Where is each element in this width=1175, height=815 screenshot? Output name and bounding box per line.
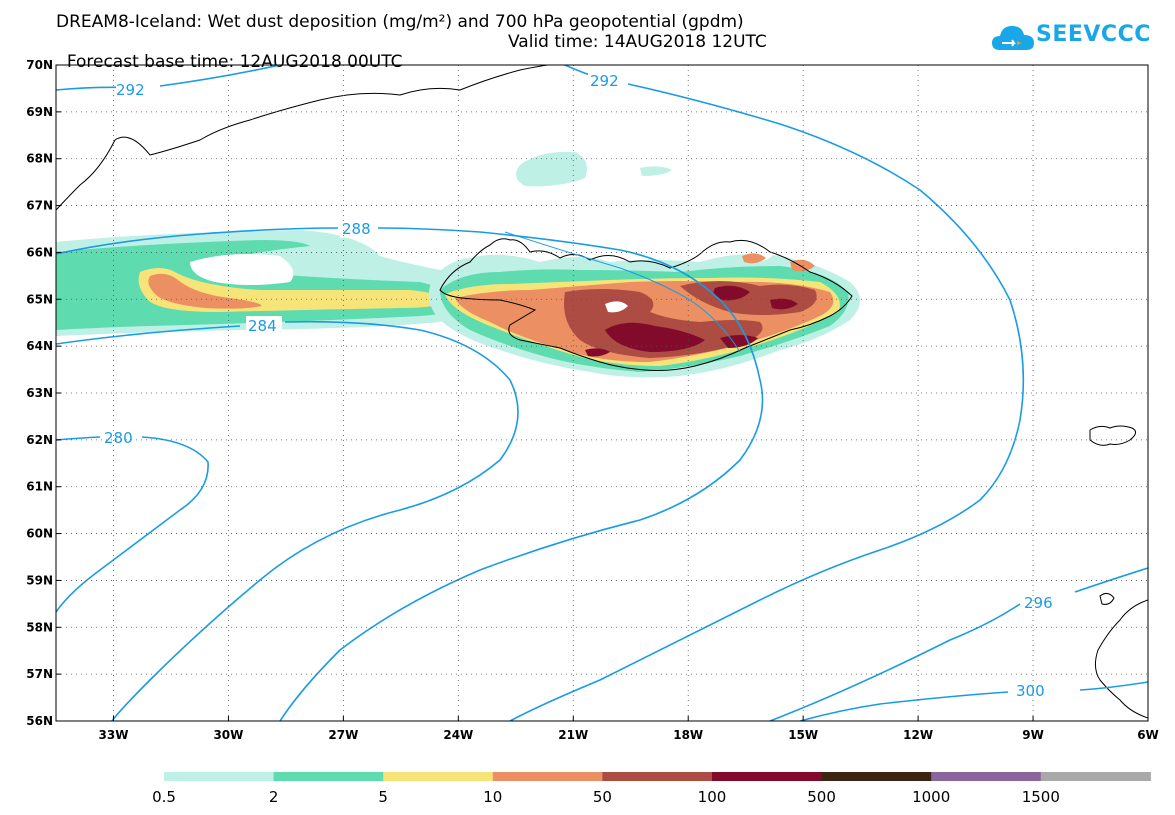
lat-label: 66N [26,245,53,259]
lon-label: 12W [903,728,933,742]
chart-title: DREAM8-Iceland: Wet dust deposition (mg/… [56,12,744,32]
iceland-maroon-2 [713,285,750,301]
contour-292-west [56,65,281,91]
lon-label: 30W [213,728,243,742]
lon-label: 27W [328,728,358,742]
lat-label: 62N [26,433,53,447]
plume-orange-core [148,273,262,309]
legend-label: 0.5 [152,788,176,806]
contour-label-292-east: 292 [590,72,619,90]
scotland-coast [1094,599,1148,719]
lat-label: 56N [26,714,53,728]
lon-label: 9W [1022,728,1044,742]
legend-swatch [273,772,384,781]
legend-label: 5 [378,788,388,806]
lon-label: 33W [99,728,129,742]
cloud-arrow-icon [992,26,1034,50]
iceland-maroon-4 [770,298,798,310]
contour-288 [56,227,764,721]
contour-296 [769,567,1148,721]
lat-label: 68N [26,152,53,166]
glacier-line [504,231,741,353]
legend-label: 1500 [1022,788,1060,806]
legend-swatch [164,772,275,781]
legend-label: 10 [483,788,502,806]
lon-label: 15W [788,728,818,742]
north-patch-2 [640,166,672,176]
iceland-maroon-5 [585,348,610,357]
valid-time: Valid time: 14AUG2018 12UTC [508,32,767,52]
iceland-coast [439,238,853,371]
deposition-field [56,151,860,378]
north-patch [516,151,588,187]
iceland-hole-2 [605,301,628,313]
lat-label: 61N [26,480,53,494]
legend-swatch [383,772,494,781]
latitude-labels: 70N 69N 68N 67N 66N 65N 64N 63N 62N 61N 60N 59N 58N 5… [26,58,61,728]
lon-label: 6W [1137,728,1159,742]
seevccc-logo: SEEVCCC [990,18,1160,58]
contour-label-300: 300 [1016,682,1045,700]
lat-label: 69N [26,105,53,119]
contour-284 [56,320,519,721]
lon-label: 24W [443,728,473,742]
legend-label: 50 [593,788,612,806]
lat-label: 58N [26,620,53,634]
coastlines [56,65,1148,719]
contour-label-292-west: 292 [116,81,145,99]
lat-label: 64N [26,339,53,353]
east-spot-2 [742,253,766,264]
faroe-islands [1089,425,1136,446]
legend-label: 1000 [912,788,950,806]
legend-swatch [1040,772,1151,781]
legend-swatch [821,772,932,781]
legend-swatch [492,772,603,781]
lon-label: 18W [673,728,703,742]
color-legend: 0.5 2 5 10 50 100 500 1000 1500 [152,772,1151,806]
contour-300 [799,681,1148,721]
legend-label: 500 [807,788,836,806]
contour-label-288: 288 [342,220,371,238]
lat-label: 67N [26,199,53,213]
plume-white-gap [190,254,294,285]
iceland-maroon-3 [720,335,758,348]
lat-label: 57N [26,667,53,681]
contour-label-284: 284 [248,317,277,335]
lat-label: 65N [26,292,53,306]
contour-280 [56,436,209,613]
lat-label: 70N [26,58,53,72]
legend-swatch [931,772,1042,781]
forecast-base-time: Forecast base time: 12AUG2018 00UTC [66,52,403,72]
lon-label: 21W [558,728,588,742]
legend-label: 2 [269,788,279,806]
graticule [56,65,1148,721]
iceland-maroon-core [605,322,705,352]
shetland [1099,592,1115,605]
contour-label-280: 280 [104,429,133,447]
logo-text: SEEVCCC [1036,22,1151,47]
contour-labels: 292 292 288 284 280 296 300 [102,70,1058,700]
lat-label: 63N [26,386,53,400]
east-spot [790,259,815,272]
legend-swatch [712,772,823,781]
greenland-coast [56,65,549,211]
lat-label: 59N [26,573,53,587]
contour-label-296: 296 [1024,594,1053,612]
longitude-labels: 33W 30W 27W 24W 21W 18W 15W 12W 9W 6W [99,716,1159,742]
legend-swatch [602,772,713,781]
lat-label: 60N [26,527,53,541]
legend-label: 100 [698,788,727,806]
chart-subtitle: Forecast base time: 12AUG2018 00UTC Vali… [56,32,767,92]
